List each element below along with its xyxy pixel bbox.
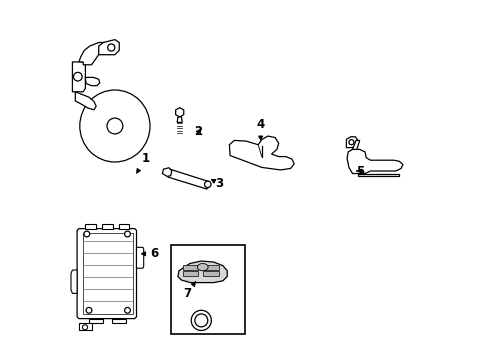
Polygon shape [102,224,113,229]
Polygon shape [346,137,357,148]
Polygon shape [162,168,171,176]
Circle shape [73,72,82,81]
Polygon shape [85,224,96,229]
Polygon shape [182,271,198,276]
Circle shape [124,307,130,313]
Polygon shape [99,40,119,55]
Ellipse shape [197,264,208,271]
Polygon shape [166,169,209,189]
Polygon shape [85,77,100,86]
Circle shape [107,118,122,134]
Circle shape [194,314,207,327]
Circle shape [348,140,353,145]
Polygon shape [346,149,402,174]
Polygon shape [72,62,85,92]
Text: 6: 6 [142,247,158,260]
Text: 3: 3 [211,177,223,190]
Circle shape [82,325,87,330]
Polygon shape [79,323,91,330]
Polygon shape [177,117,182,122]
Polygon shape [77,229,136,319]
Ellipse shape [80,90,150,162]
Text: 2: 2 [193,125,202,138]
Text: 7: 7 [183,282,195,300]
Polygon shape [352,140,359,149]
Polygon shape [136,247,143,268]
Circle shape [84,231,89,237]
Polygon shape [357,174,398,176]
Circle shape [107,44,115,51]
Bar [170,245,244,334]
Text: 5: 5 [355,165,363,177]
Circle shape [124,231,130,237]
Polygon shape [203,265,219,270]
Polygon shape [79,42,107,65]
Circle shape [204,181,211,188]
Polygon shape [112,319,126,323]
Polygon shape [178,261,227,283]
Polygon shape [118,224,129,229]
Polygon shape [182,265,198,270]
Polygon shape [175,108,183,117]
Circle shape [191,310,211,330]
Polygon shape [71,270,77,293]
Bar [82,233,133,314]
Circle shape [86,307,92,313]
Polygon shape [89,319,102,323]
Polygon shape [75,92,96,110]
Text: 4: 4 [256,118,264,140]
Polygon shape [229,136,294,170]
Polygon shape [203,271,219,276]
Text: 1: 1 [137,152,149,173]
